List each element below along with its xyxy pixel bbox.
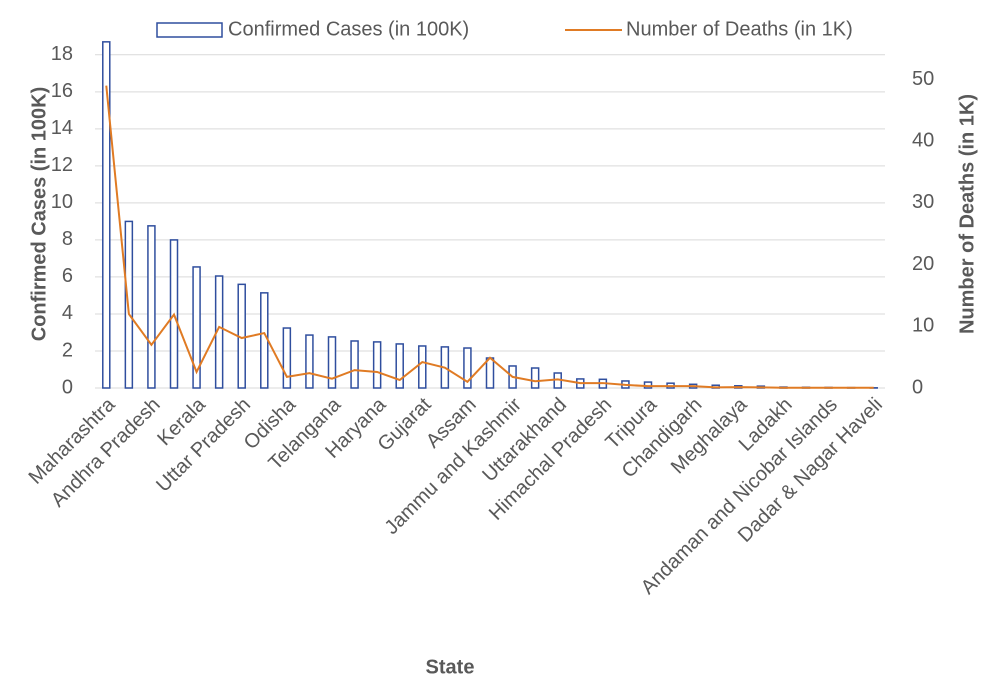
bar: [147, 225, 156, 389]
y2-axis-title: Number of Deaths (in 1K): [956, 94, 978, 334]
bar: [530, 367, 540, 389]
bar: [463, 347, 472, 389]
y2-tick-label: 30: [912, 191, 934, 213]
bar: [395, 343, 404, 389]
y-tick-label: 6: [62, 265, 73, 287]
bar: [418, 345, 427, 389]
bar: [485, 357, 495, 389]
bar: [350, 340, 359, 389]
y-tick-label: 14: [51, 117, 73, 139]
y2-tick-label: 40: [912, 129, 934, 151]
y-tick-label: 10: [51, 191, 73, 213]
y-tick-label: 18: [51, 43, 73, 65]
bar: [282, 327, 292, 389]
y-tick-label: 12: [51, 154, 73, 176]
legend-label: Number of Deaths (in 1K): [626, 18, 853, 40]
bar: [372, 341, 382, 389]
y-tick-label: 16: [51, 80, 73, 102]
bar: [260, 292, 269, 389]
bar: [305, 334, 314, 389]
y2-tick-label: 20: [912, 253, 934, 275]
y-tick-label: 4: [62, 302, 73, 324]
legend-label: Confirmed Cases (in 100K): [228, 18, 469, 40]
legend-swatch: [156, 22, 223, 38]
y2-tick-label: 0: [912, 376, 923, 398]
bar: [192, 266, 201, 389]
y-tick-label: 2: [62, 339, 73, 361]
y2-tick-label: 50: [912, 68, 934, 90]
y-tick-label: 0: [62, 376, 73, 398]
line: [105, 85, 874, 389]
bar: [327, 336, 337, 389]
y-axis-title: Confirmed Cases (in 100K): [28, 87, 50, 342]
x-axis-title: State: [426, 656, 475, 678]
y-tick-label: 8: [62, 228, 73, 250]
bar: [102, 41, 111, 389]
y2-tick-label: 10: [912, 315, 934, 337]
